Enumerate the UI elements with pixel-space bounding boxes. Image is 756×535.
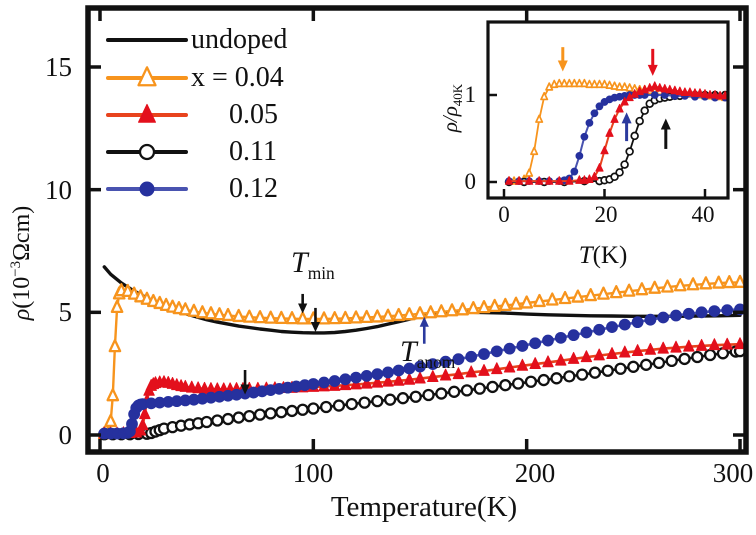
legend-label-undoped: undoped [191, 24, 288, 55]
inset-ytick-1: 1 [464, 82, 477, 107]
series-x0.11 [504, 90, 730, 187]
legend-label-x012: 0.12 [229, 173, 278, 204]
inset-T-symbol: T [578, 242, 593, 269]
annotation-tanom: Tanom [400, 336, 455, 371]
ytick-0: 0 [58, 420, 73, 450]
rho-symbol: ρ [9, 308, 35, 321]
legend-label-x004: x = 0.04 [191, 62, 284, 93]
tmin-symbol: T [291, 246, 308, 279]
inset-rho-symbol: ρ/ρ [438, 106, 462, 133]
series-x0.04 [97, 274, 747, 440]
inset-ylabel-subscript: 40K [450, 83, 466, 107]
tmin-subscript: min [307, 263, 335, 283]
ylabel-pre: (10 [9, 276, 35, 309]
xtick-100: 100 [292, 458, 334, 488]
ytick-15: 15 [45, 52, 72, 82]
legend-label-x011: 0.11 [229, 136, 277, 167]
ytick-5: 5 [58, 297, 73, 327]
xtick-0: 0 [96, 458, 110, 488]
inset-xtick-0: 0 [498, 202, 510, 227]
xtick-200: 200 [514, 458, 556, 488]
ylabel-unit: Ωcm) [9, 205, 35, 261]
inset-xtick-40: 40 [691, 202, 715, 227]
inset-ytick-0: 0 [464, 169, 477, 194]
legend-label-x005: 0.05 [229, 99, 278, 130]
series-x0.05 [504, 81, 730, 185]
annotation-tmin: Tmin [291, 247, 335, 282]
tanom-symbol: T [400, 335, 417, 368]
chart-inset [486, 20, 730, 200]
chart-main [85, 5, 749, 455]
ylabel-exponent: −3 [8, 260, 24, 277]
tanom-subscript: anom [416, 352, 456, 372]
y-axis-label: ρ(10−3Ωcm) [8, 177, 39, 349]
x-axis-label: Temperature(K) [330, 491, 518, 523]
inset-y-axis-label: ρ/ρ40K [438, 48, 466, 168]
legend-graphics [106, 38, 188, 197]
inset-x-axis-label: T(K) [548, 242, 658, 269]
ytick-10: 10 [45, 175, 72, 205]
inset-xtick-20: 20 [594, 202, 618, 227]
series-x0.12 [98, 303, 746, 440]
inset-xlabel-unit: (K) [592, 242, 628, 269]
xtick-300: 300 [712, 458, 754, 488]
